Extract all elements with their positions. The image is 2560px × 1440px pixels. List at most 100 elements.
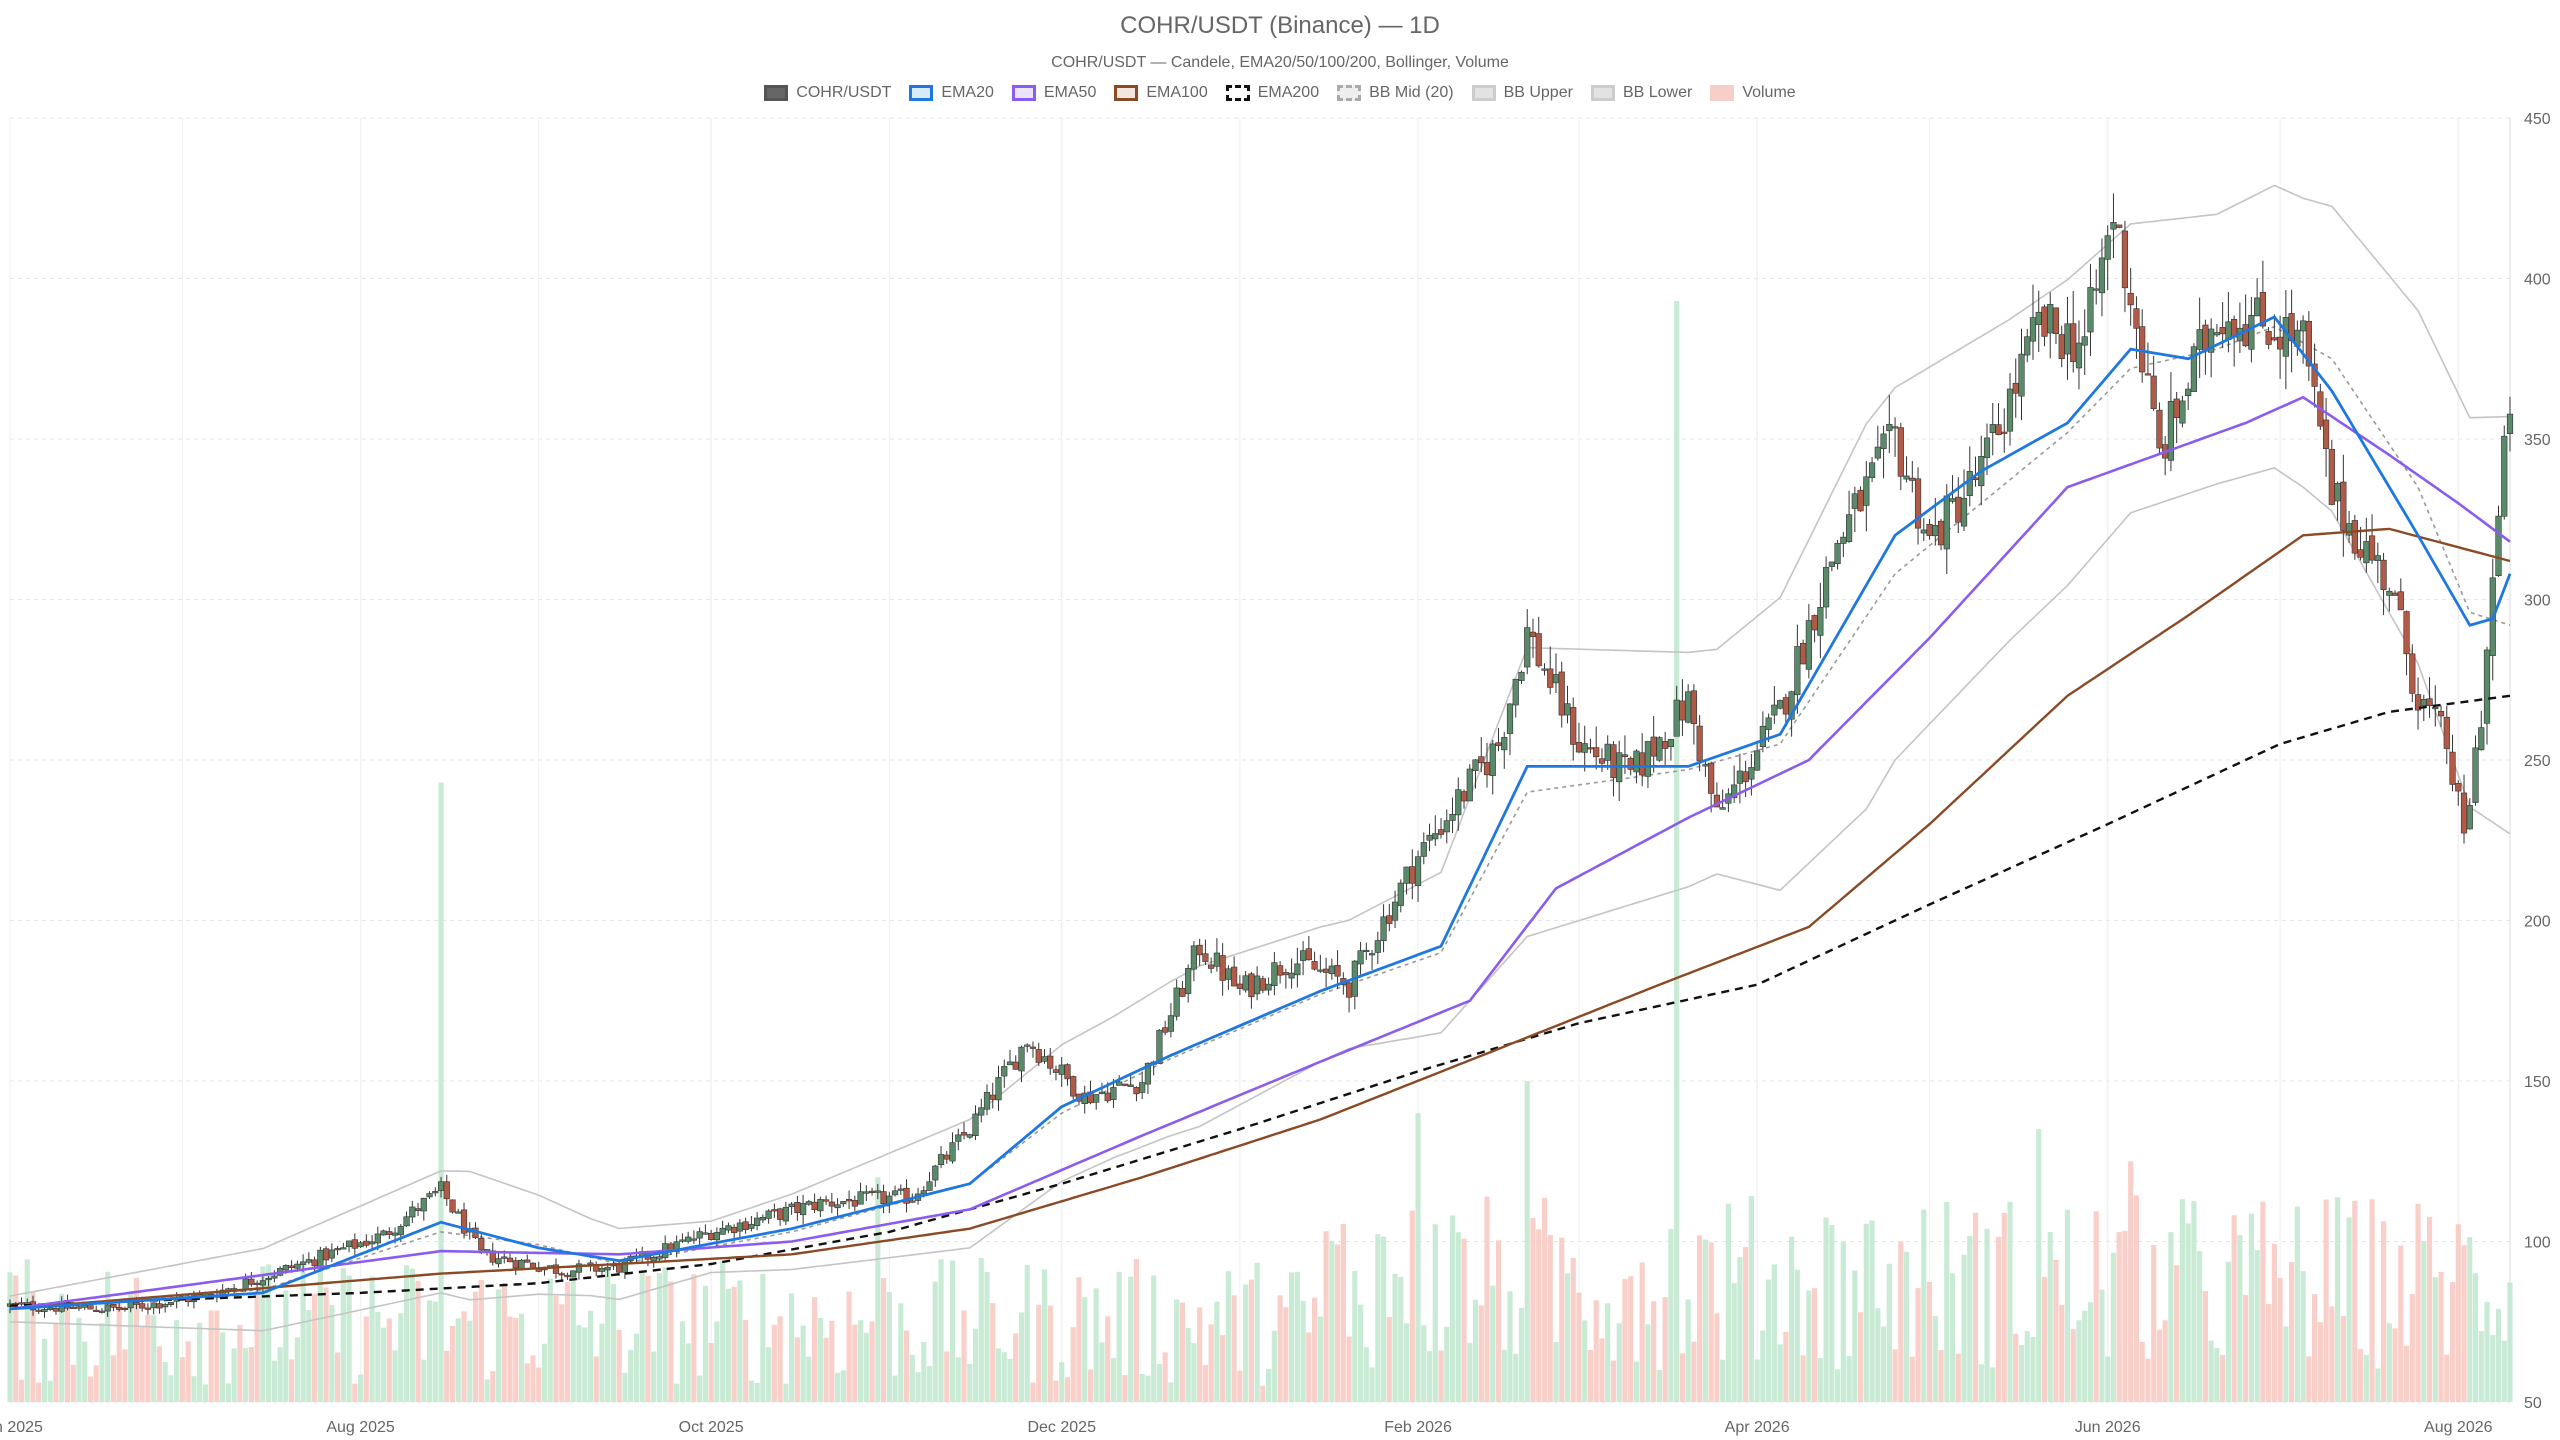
volume-bar <box>1179 1302 1186 1402</box>
volume-bar <box>1168 1382 1174 1402</box>
volume-bar <box>984 1272 990 1402</box>
volume-bar <box>306 1310 312 1402</box>
volume-bar <box>2128 1161 2134 1402</box>
candle-body <box>2035 311 2042 325</box>
volume-bar <box>2306 1356 2312 1402</box>
volume-bar <box>1524 1081 1530 1402</box>
candle-body <box>167 1302 175 1305</box>
volume-bar <box>2346 1217 2352 1402</box>
volume-bar <box>2323 1199 2329 1402</box>
volume-bar <box>921 1342 927 1402</box>
volume-bar <box>2243 1294 2249 1402</box>
candle-body <box>1455 789 1462 816</box>
candle-body <box>460 1209 468 1234</box>
candle-body <box>139 1303 146 1309</box>
candle-body <box>426 1193 433 1198</box>
candle-body <box>2403 611 2410 655</box>
volume-bar <box>938 1259 944 1402</box>
volume-bar <box>863 1332 869 1402</box>
volume-bar <box>886 1291 892 1402</box>
candle-body <box>1564 703 1571 716</box>
candle-body <box>1828 561 1835 567</box>
candle-body <box>1817 607 1824 636</box>
volume-bar <box>553 1295 559 1402</box>
candle-body <box>880 1191 887 1205</box>
volume-bar <box>1444 1326 1450 1402</box>
candle-body <box>1478 756 1485 764</box>
candle-body <box>845 1198 853 1202</box>
volume-bar <box>122 1349 128 1402</box>
candle-body <box>501 1256 508 1259</box>
candle-body <box>811 1201 818 1211</box>
legend-item-ema100[interactable]: EMA100 <box>1114 84 1208 102</box>
legend-item-bb-mid-20-[interactable]: BB Mid (20) <box>1337 84 1454 102</box>
volume-bar <box>1317 1316 1323 1402</box>
legend-item-ema20[interactable]: EMA20 <box>909 84 994 102</box>
volume-bar <box>2202 1291 2209 1402</box>
candle-body <box>1771 704 1778 716</box>
volume-bar <box>426 1300 433 1402</box>
volume-bar <box>622 1372 628 1402</box>
legend-item-bb-lower[interactable]: BB Lower <box>1590 84 1692 102</box>
volume-bar <box>1386 1317 1392 1402</box>
volume-bar <box>834 1372 841 1402</box>
candle-body <box>891 1190 899 1196</box>
legend-item-cohr-usdt[interactable]: COHR/USDT <box>764 84 891 102</box>
candle-body <box>2271 337 2278 341</box>
candle-body <box>162 1304 169 1308</box>
candle-body <box>1110 1087 1117 1100</box>
legend-item-bb-upper[interactable]: BB Upper <box>1471 84 1573 102</box>
candle-body <box>1983 437 1991 458</box>
volume-bar <box>2001 1212 2007 1402</box>
candle-body <box>1443 820 1450 833</box>
candle-body <box>754 1217 761 1226</box>
volume-bar <box>995 1348 1002 1402</box>
candle-body <box>989 1094 996 1100</box>
candle-body <box>1368 953 1376 956</box>
candle-body <box>978 1107 985 1116</box>
candle-body <box>2219 327 2226 335</box>
candle-body <box>144 1307 152 1310</box>
volume-bar <box>2375 1368 2381 1402</box>
volume-bar <box>260 1266 266 1402</box>
volume-bar <box>2444 1354 2450 1402</box>
volume-bar <box>53 1323 59 1402</box>
volume-bar <box>2059 1304 2065 1402</box>
candle-body <box>2351 520 2358 554</box>
volume-bar <box>1892 1349 1898 1402</box>
volume-bar <box>2472 1273 2479 1402</box>
volume-bar <box>800 1325 806 1402</box>
volume-bar <box>461 1311 467 1402</box>
candle-body <box>863 1191 870 1194</box>
volume-bar <box>2076 1320 2082 1402</box>
volume-bar <box>1995 1236 2002 1402</box>
candle-body <box>1708 762 1715 794</box>
volume-bar <box>668 1281 674 1402</box>
candle-body <box>2391 592 2399 596</box>
volume-bar <box>2507 1282 2513 1402</box>
candle-body <box>1139 1082 1146 1093</box>
candle-body <box>2185 388 2192 397</box>
volume-bar <box>1656 1369 1663 1402</box>
candle-body <box>857 1191 864 1205</box>
volume-bar <box>1633 1361 1640 1402</box>
volume-bar <box>2248 1213 2254 1402</box>
candle-body <box>1058 1064 1065 1075</box>
candle-body <box>1179 988 1186 997</box>
candle-body <box>322 1248 330 1261</box>
volume-bar <box>2461 1245 2467 1402</box>
volume-bar <box>1766 1279 1772 1402</box>
volume-bar <box>1639 1262 1645 1402</box>
legend-item-volume[interactable]: Volume <box>1710 84 1796 102</box>
candle-body <box>1851 493 1858 509</box>
volume-bar <box>403 1265 410 1402</box>
candle-body <box>345 1240 353 1248</box>
candle-body <box>397 1226 404 1236</box>
candle-body <box>1943 495 1950 550</box>
candle-body <box>966 1134 973 1138</box>
candle-body <box>2277 336 2284 350</box>
candle-body <box>1133 1087 1140 1095</box>
candle-body <box>1460 791 1468 802</box>
legend-item-ema200[interactable]: EMA200 <box>1225 84 1319 102</box>
legend-item-ema50[interactable]: EMA50 <box>1011 84 1096 102</box>
